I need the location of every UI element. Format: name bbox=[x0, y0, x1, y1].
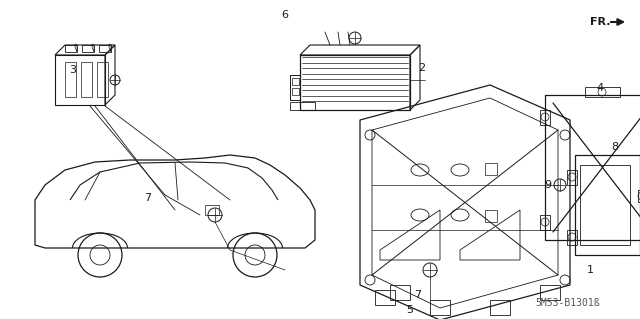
Text: 7: 7 bbox=[145, 193, 152, 203]
Text: 9: 9 bbox=[545, 180, 552, 190]
Bar bbox=[567, 230, 577, 245]
Bar bbox=[540, 110, 550, 125]
Bar bbox=[585, 87, 620, 97]
Bar bbox=[97, 62, 108, 97]
Text: FR.: FR. bbox=[589, 17, 611, 27]
Bar bbox=[638, 190, 640, 202]
Bar bbox=[292, 88, 299, 95]
Text: 2: 2 bbox=[419, 63, 426, 73]
Text: 4: 4 bbox=[596, 83, 604, 93]
Bar bbox=[485, 163, 497, 175]
Bar bbox=[81, 62, 92, 97]
Bar bbox=[65, 62, 76, 97]
Bar bbox=[292, 78, 299, 85]
Text: 5M53-B1301ß: 5M53-B1301ß bbox=[535, 298, 600, 308]
Bar bbox=[567, 170, 577, 185]
Text: 3: 3 bbox=[70, 65, 77, 75]
Text: 6: 6 bbox=[282, 10, 289, 20]
Text: 7: 7 bbox=[415, 290, 422, 300]
Bar bbox=[580, 165, 630, 245]
Bar bbox=[485, 210, 497, 222]
Text: 1: 1 bbox=[586, 265, 593, 275]
Bar bbox=[540, 215, 550, 230]
Bar bbox=[205, 205, 219, 215]
Text: 8: 8 bbox=[611, 142, 619, 152]
Text: 5: 5 bbox=[406, 305, 413, 315]
